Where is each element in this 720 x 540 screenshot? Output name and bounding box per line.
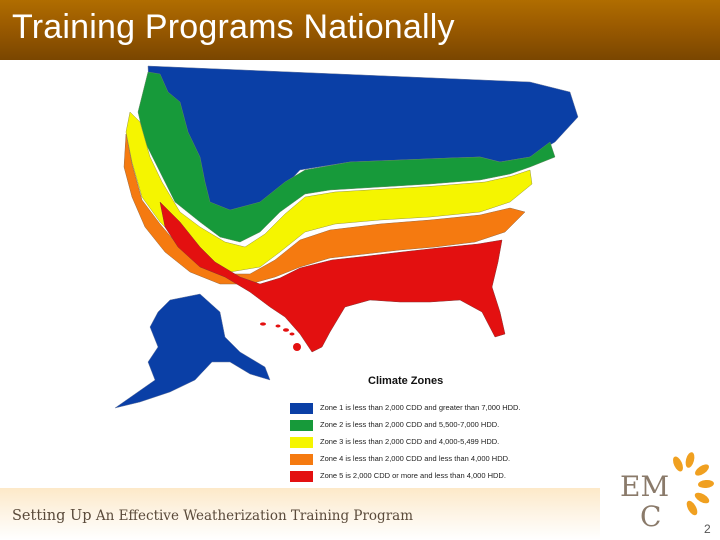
legend-swatch-zone3 [290, 437, 313, 448]
legend-label-zone1: Zone 1 is less than 2,000 CDD and greate… [320, 403, 521, 412]
zone5-region [159, 201, 506, 353]
emc-logo-graphic: EM C [620, 452, 714, 533]
legend-row-zone5: Zone 5 is 2,000 CDD or more and less tha… [290, 471, 580, 485]
legend-row-zone1: Zone 1 is less than 2,000 CDD and greate… [290, 403, 580, 417]
emc-logo: EM C [612, 450, 717, 533]
legend-label-zone2: Zone 2 is less than 2,000 CDD and 5,500-… [320, 420, 500, 429]
footer-caption: Setting Up An Effective Weatherization T… [12, 508, 413, 524]
legend-row-zone4: Zone 4 is less than 2,000 CDD and less t… [290, 454, 580, 468]
footer-rest: An Effective Weatherization Training Pro… [91, 508, 414, 524]
legend-swatch-zone4 [290, 454, 313, 465]
legend-label-zone3: Zone 3 is less than 2,000 CDD and 4,000-… [320, 437, 500, 446]
page-number: 2 [704, 522, 711, 536]
zone2-region [137, 71, 556, 243]
title-bar: Training Programs Nationally [0, 0, 720, 60]
footer-band [0, 488, 600, 540]
legend-row-zone2: Zone 2 is less than 2,000 CDD and 5,500-… [290, 420, 580, 434]
logo-text: EM [620, 470, 669, 503]
legend-swatch-zone2 [290, 420, 313, 431]
legend-swatch-zone5 [290, 471, 313, 482]
us-map-svg [114, 65, 579, 409]
legend-row-zone3: Zone 3 is less than 2,000 CDD and 4,000-… [290, 437, 580, 451]
svg-text:C: C [640, 500, 661, 530]
legend-label-zone5: Zone 5 is 2,000 CDD or more and less tha… [320, 471, 506, 480]
page-title: Training Programs Nationally [12, 8, 455, 46]
legend-swatch-zone1 [290, 403, 313, 414]
footer-lead: Setting Up [12, 508, 92, 524]
hawaii-islands [260, 322, 301, 351]
alaska-shape [114, 293, 271, 409]
legend-label-zone4: Zone 4 is less than 2,000 CDD and less t… [320, 454, 511, 463]
legend-title: Climate Zones [368, 375, 444, 387]
climate-zone-legend: Climate Zones Zone 1 is less than 2,000 … [290, 375, 580, 490]
climate-zone-map [100, 62, 590, 412]
